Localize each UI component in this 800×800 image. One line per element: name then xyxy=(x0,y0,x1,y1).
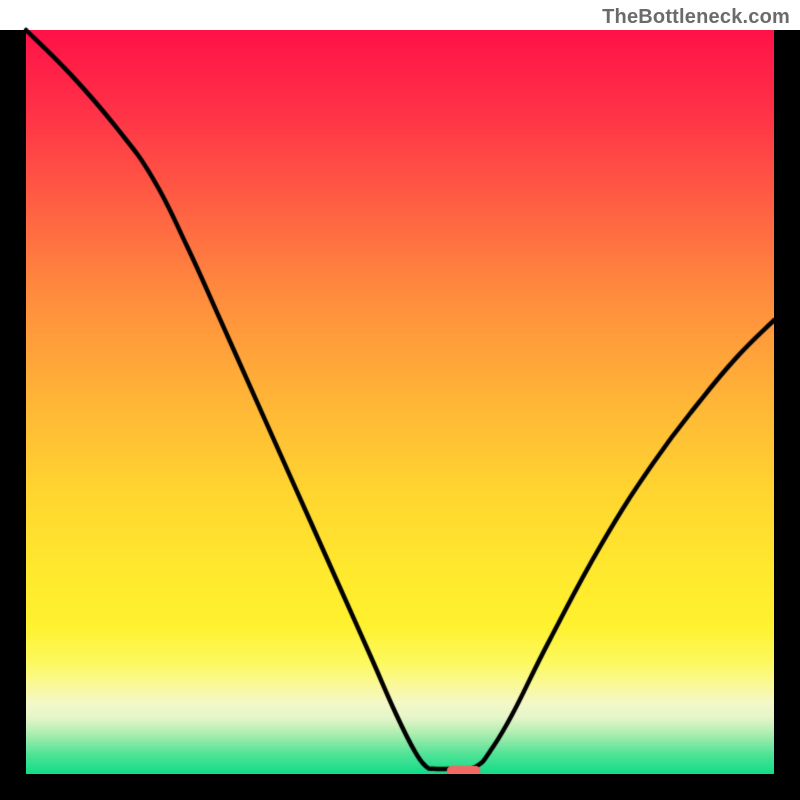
chart-container: TheBottleneck.com xyxy=(0,0,800,800)
curve-layer xyxy=(0,0,800,800)
frame-right xyxy=(774,30,800,774)
frame-left xyxy=(0,30,26,774)
watermark-text: TheBottleneck.com xyxy=(602,6,790,29)
frame-bottom xyxy=(0,774,800,800)
